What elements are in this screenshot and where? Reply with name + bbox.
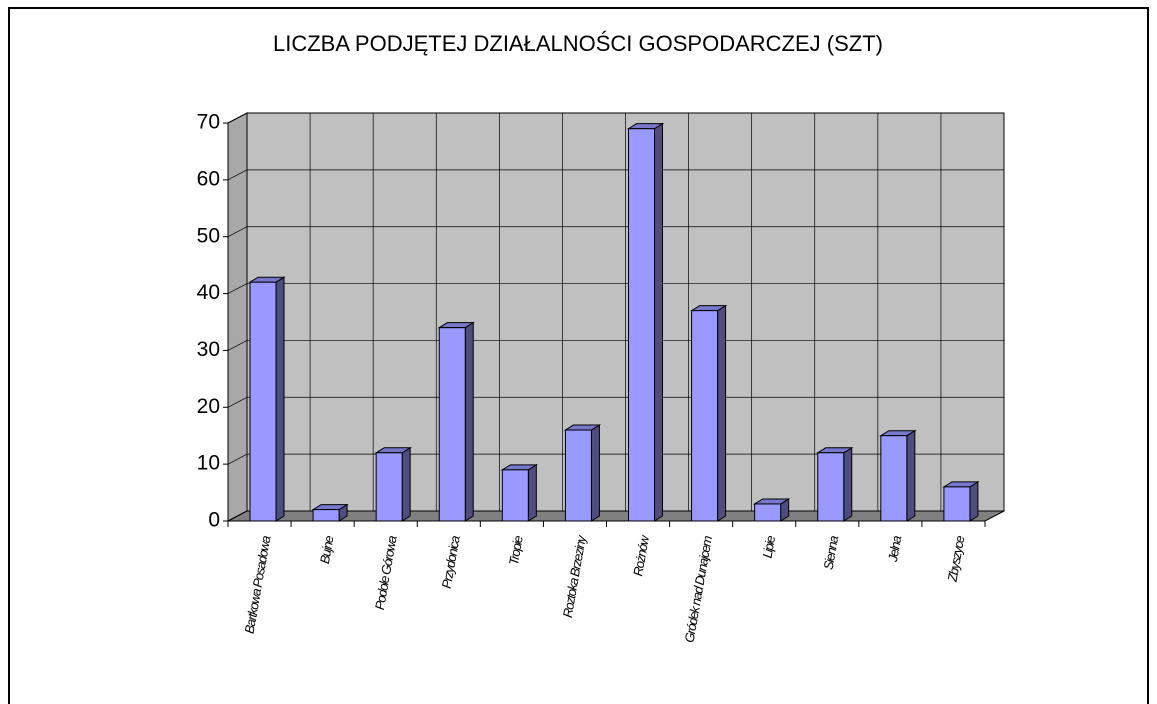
bar (689, 304, 728, 522)
bar-front (817, 452, 845, 522)
grid-line (227, 340, 248, 351)
bar-side (527, 463, 537, 522)
x-tick-label: Jelna (885, 535, 904, 564)
bar (437, 321, 475, 522)
bar (374, 446, 412, 522)
bar (816, 446, 854, 522)
grid-line (227, 453, 248, 465)
bar-side (590, 424, 600, 522)
chart-title: LICZBA PODJĘTEJ DZIAŁALNOŚCI GOSPODARCZE… (273, 31, 883, 56)
y-tick-label: 70 (197, 111, 220, 134)
bar-front (691, 310, 719, 522)
grid-line (227, 396, 248, 408)
y-tick-label: 10 (197, 452, 220, 475)
grid-line (227, 112, 248, 124)
bar-front (943, 486, 971, 522)
bar-side (464, 321, 474, 522)
bar (563, 424, 602, 522)
x-tick-label: Bujne (317, 535, 337, 565)
x-tick-label: Sienna (821, 535, 842, 571)
y-tick-label: 20 (197, 395, 220, 418)
bar-side (654, 122, 663, 522)
y-tick-label: 50 (197, 224, 220, 247)
x-tick-label: Tropie (506, 535, 526, 567)
bar (311, 503, 349, 522)
bar (879, 429, 917, 522)
bar (752, 498, 791, 522)
x-tick-label: Lipie (760, 535, 779, 560)
bar-front (249, 281, 277, 522)
y-tick-label: 30 (197, 338, 220, 361)
bar-front (564, 429, 592, 522)
y-tick-label: 0 (208, 509, 220, 532)
bar (942, 480, 980, 522)
bar-front (880, 435, 908, 522)
bar-front (438, 327, 466, 522)
bar-front (375, 452, 403, 522)
bar-front (754, 503, 782, 522)
grid-line (227, 169, 248, 181)
grid-line (227, 226, 248, 238)
side-wall (227, 112, 248, 522)
bar-side (843, 446, 853, 522)
y-tick-label: 60 (197, 167, 220, 190)
bar-side (717, 304, 727, 522)
bar-side (275, 276, 285, 522)
bar (626, 122, 665, 522)
bar (500, 463, 539, 522)
x-tick-label: Rożnów (630, 533, 652, 578)
bar-front (501, 469, 529, 522)
bar-side (969, 480, 979, 522)
y-tick-label: 40 (197, 281, 220, 304)
grid-line (227, 283, 248, 294)
grid-line (227, 510, 248, 522)
bar (248, 276, 286, 522)
bar-front (628, 128, 655, 522)
bar-side (906, 429, 916, 522)
bar-side (401, 446, 411, 522)
bar-front (312, 509, 340, 522)
